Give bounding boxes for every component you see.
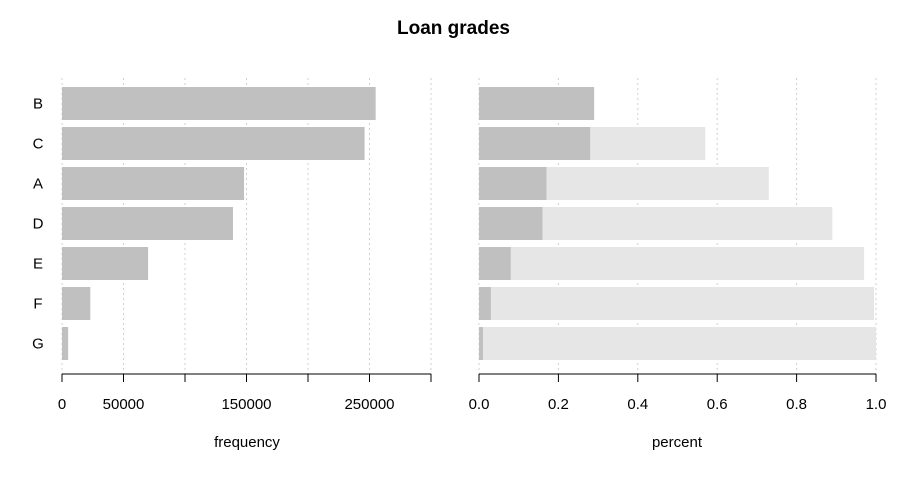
bar-G	[479, 327, 483, 360]
frequency-panel: B C A D E F G 0 50000 150000 250000	[32, 78, 432, 413]
category-label-D: D	[33, 216, 44, 233]
bar-C	[62, 127, 365, 160]
category-label-G: G	[32, 336, 44, 353]
x-tick-label: 0	[58, 396, 66, 413]
category-label-B: B	[33, 96, 43, 113]
category-label-F: F	[33, 296, 42, 313]
bar-F	[479, 287, 491, 320]
x-tick-label: 0.4	[627, 396, 648, 413]
x-tick-label: 0.2	[548, 396, 569, 413]
category-label-C: C	[33, 136, 44, 153]
frequency-axis-label: frequency	[214, 434, 280, 451]
category-label-E: E	[33, 256, 43, 273]
percent-panel: 0.0 0.2 0.4 0.6 0.8 1.0	[469, 78, 887, 413]
x-tick-label: 50000	[103, 396, 145, 413]
cumulative-bar-E	[479, 247, 865, 280]
bar-F	[62, 287, 91, 320]
x-tick-label: 0.0	[469, 396, 490, 413]
bar-D	[479, 207, 543, 240]
bar-B	[479, 87, 595, 120]
bar-B	[62, 87, 376, 120]
x-tick-label: 250000	[344, 396, 394, 413]
x-tick-label: 0.8	[786, 396, 807, 413]
x-tick-label: 150000	[221, 396, 271, 413]
cumulative-bar-F	[479, 287, 875, 320]
chart-title: Loan grades	[397, 18, 510, 39]
bar-D	[62, 207, 233, 240]
bar-E	[62, 247, 149, 280]
bar-A	[479, 167, 547, 200]
cumulative-bar-G	[479, 327, 876, 360]
bar-C	[479, 127, 591, 160]
category-label-A: A	[33, 176, 43, 193]
bar-A	[62, 167, 245, 200]
bar-G	[62, 327, 69, 360]
x-tick-label: 1.0	[866, 396, 887, 413]
x-tick-label: 0.6	[707, 396, 728, 413]
bar-E	[479, 247, 511, 280]
percent-axis-label: percent	[652, 434, 703, 451]
